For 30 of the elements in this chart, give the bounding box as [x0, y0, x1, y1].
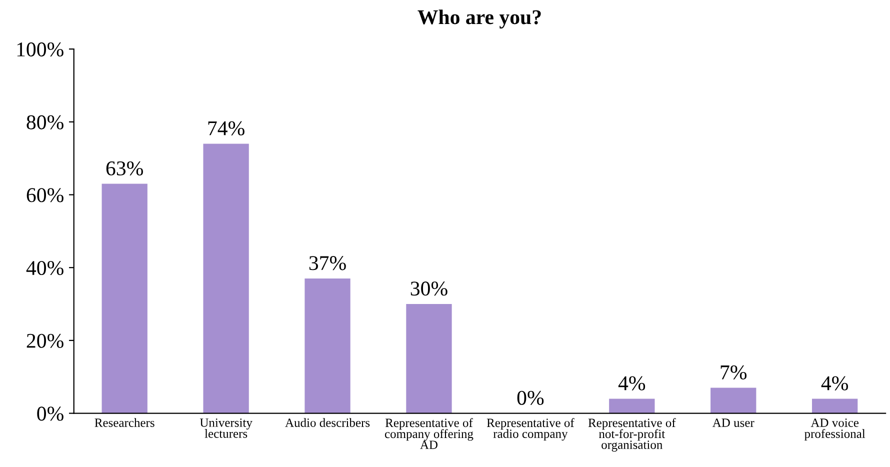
x-tick-label: AD user — [712, 418, 754, 427]
x-tick-label: Representative of company offering AD — [384, 418, 474, 449]
data-label: 4% — [618, 376, 646, 390]
bar — [609, 398, 655, 414]
data-label: 7% — [720, 365, 747, 380]
chart-title: Who are you? — [418, 10, 541, 29]
bar — [203, 144, 249, 414]
y-tick-label: 60% — [26, 188, 64, 202]
bar — [102, 184, 148, 414]
y-tick-label: 20% — [26, 334, 64, 348]
bar — [812, 398, 858, 414]
y-tick-label: 80% — [26, 115, 64, 130]
data-label: 4% — [821, 376, 848, 390]
y-tick-label: 100% — [17, 42, 64, 57]
x-tick-label: Audio describers — [285, 418, 370, 427]
x-tick-label: University lecturers — [200, 418, 252, 438]
y-tick-label: 40% — [26, 260, 64, 276]
bar — [406, 304, 452, 414]
data-label: 63% — [106, 161, 143, 176]
x-tick-label: Representative of not-for-profit organisation — [588, 418, 676, 452]
data-label: 37% — [309, 256, 346, 270]
y-tick-label: 0% — [37, 406, 64, 421]
x-tick-label: Researchers — [94, 418, 154, 427]
data-label: 30% — [410, 282, 448, 296]
x-tick-label: Representative of radio company — [486, 418, 574, 441]
data-label: 0% — [517, 390, 544, 405]
bar — [710, 388, 756, 414]
x-tick-label: AD voice professional — [804, 418, 866, 441]
bar — [304, 278, 350, 414]
data-label: 74% — [208, 121, 244, 136]
